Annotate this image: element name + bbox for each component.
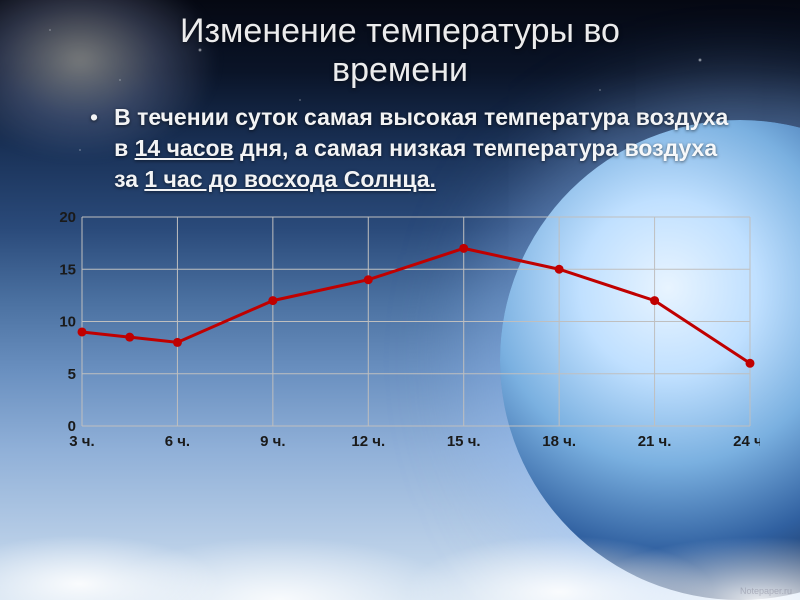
line-chart: 051015203 ч.6 ч.9 ч.12 ч.15 ч.18 ч.21 ч.… (48, 209, 760, 454)
svg-text:3 ч.: 3 ч. (69, 433, 94, 450)
para-highlight-2: 1 час до восхода Солнца. (144, 166, 436, 192)
svg-text:10: 10 (59, 314, 76, 331)
slide-title: Изменение температуры во времени (0, 0, 800, 96)
paragraph-text: В течении суток самая высокая температур… (114, 102, 740, 195)
slide-content: Изменение температуры во времени • В теч… (0, 0, 800, 600)
bullet-icon: • (90, 102, 114, 195)
para-highlight-1: 14 часов (135, 135, 234, 161)
title-line-2: времени (332, 51, 468, 89)
svg-text:20: 20 (59, 209, 76, 226)
svg-text:21 ч.: 21 ч. (638, 433, 672, 450)
svg-text:15 ч.: 15 ч. (447, 433, 481, 450)
svg-text:15: 15 (59, 262, 76, 279)
svg-text:18 ч.: 18 ч. (542, 433, 576, 450)
body-paragraph: • В течении суток самая высокая температ… (0, 96, 800, 205)
svg-text:5: 5 (68, 366, 76, 383)
chart-svg: 051015203 ч.6 ч.9 ч.12 ч.15 ч.18 ч.21 ч.… (48, 209, 760, 454)
title-line-1: Изменение температуры во (180, 12, 620, 50)
svg-text:9 ч.: 9 ч. (260, 433, 285, 450)
watermark: Notepaper.ru (740, 586, 792, 596)
svg-text:12 ч.: 12 ч. (351, 433, 385, 450)
svg-text:6 ч.: 6 ч. (165, 433, 190, 450)
svg-text:24 ч.: 24 ч. (733, 433, 760, 450)
